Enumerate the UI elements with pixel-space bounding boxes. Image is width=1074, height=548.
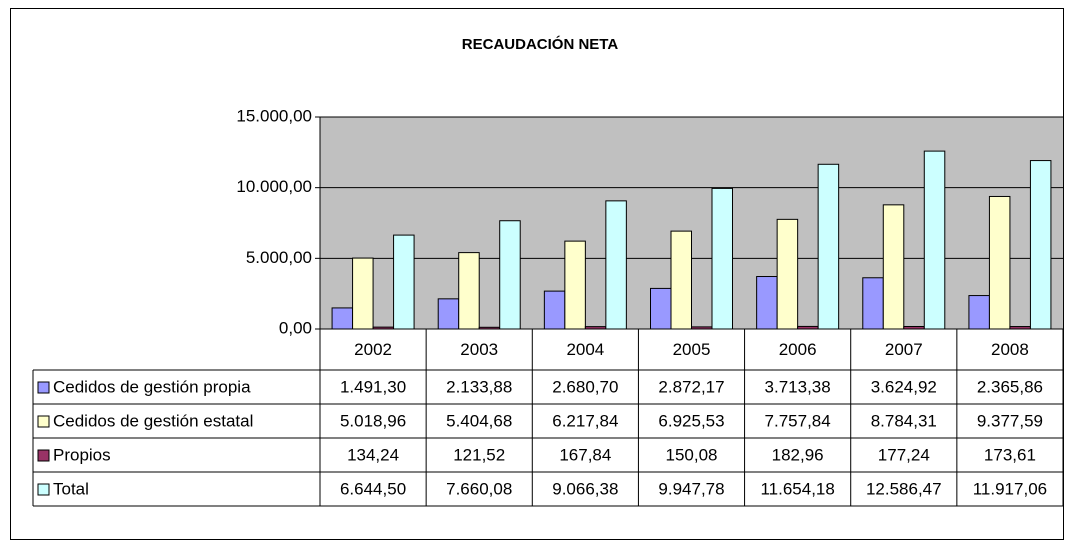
table-value: 9.377,59: [977, 411, 1043, 430]
table-value: 3.624,92: [871, 377, 937, 396]
bar: [543, 290, 566, 330]
chart-title: RECAUDACIÓN NETA: [462, 35, 619, 53]
x-tick-label: 2006: [779, 340, 817, 359]
table-value: 177,24: [878, 445, 930, 464]
bar: [776, 218, 799, 330]
table-value: 11.917,06: [973, 479, 1047, 498]
legend-label: Cedidos de gestión estatal: [53, 411, 253, 430]
y-tick-label: 15.000,00: [236, 106, 312, 125]
bar: [882, 204, 905, 330]
table-value: 134,24: [347, 445, 399, 464]
legend-label: Total: [53, 479, 89, 498]
table-value: 6.217,84: [552, 411, 618, 430]
table-value: 182,96: [772, 445, 824, 464]
table-value: 6.925,53: [658, 411, 724, 430]
y-tick-label: 5.000,00: [246, 248, 312, 267]
x-tick-label: 2002: [354, 340, 392, 359]
x-tick-label: 2005: [673, 340, 711, 359]
legend-label: Cedidos de gestión propia: [53, 377, 251, 396]
table-value: 2.133,88: [446, 377, 512, 396]
bar: [756, 276, 778, 330]
bar: [458, 252, 480, 330]
table-value: 2.365,86: [977, 377, 1043, 396]
table-value: 2.680,70: [552, 377, 618, 396]
table-value: 5.404,68: [446, 411, 512, 430]
bar: [393, 234, 415, 330]
table-value: 2.872,17: [658, 377, 724, 396]
bar: [650, 287, 672, 330]
bar: [331, 307, 354, 330]
bar: [1029, 160, 1052, 330]
table-value: 9.066,38: [552, 479, 618, 498]
table-value: 11.654,18: [760, 479, 834, 498]
bar: [968, 295, 990, 330]
bar: [564, 240, 586, 330]
y-tick-label: 10.000,00: [236, 177, 312, 196]
bar: [988, 195, 1011, 330]
x-tick-label: 2004: [566, 340, 604, 359]
x-tick-label: 2003: [460, 340, 498, 359]
bar: [711, 187, 733, 330]
table-value: 121,52: [453, 445, 505, 464]
legend-swatch: [37, 449, 50, 462]
x-tick-label: 2008: [991, 340, 1029, 359]
table-value: 7.757,84: [765, 411, 831, 430]
table-value: 12.586,47: [866, 479, 942, 498]
table-value: 150,08: [666, 445, 718, 464]
table-value: 3.713,38: [765, 377, 831, 396]
table-value: 173,61: [984, 445, 1036, 464]
legend-swatch: [37, 415, 50, 428]
bar: [499, 220, 521, 330]
table-value: 7.660,08: [446, 479, 512, 498]
table-value: 167,84: [559, 445, 611, 464]
bar: [437, 298, 460, 330]
table-value: 5.018,96: [340, 411, 406, 430]
bar: [817, 163, 840, 330]
bar: [352, 257, 374, 330]
bar: [670, 230, 692, 330]
y-tick-label: 0,00: [279, 318, 312, 337]
bar: [862, 277, 884, 330]
x-tick-label: 2007: [885, 340, 923, 359]
legend-label: Propios: [53, 445, 111, 464]
bar: [605, 200, 627, 330]
table-value: 9.947,78: [658, 479, 724, 498]
legend-swatch: [37, 381, 50, 394]
table-value: 8.784,31: [871, 411, 937, 430]
table-value: 6.644,50: [340, 479, 406, 498]
bar: [923, 150, 946, 330]
legend-swatch: [37, 483, 50, 496]
table-value: 1.491,30: [340, 377, 406, 396]
